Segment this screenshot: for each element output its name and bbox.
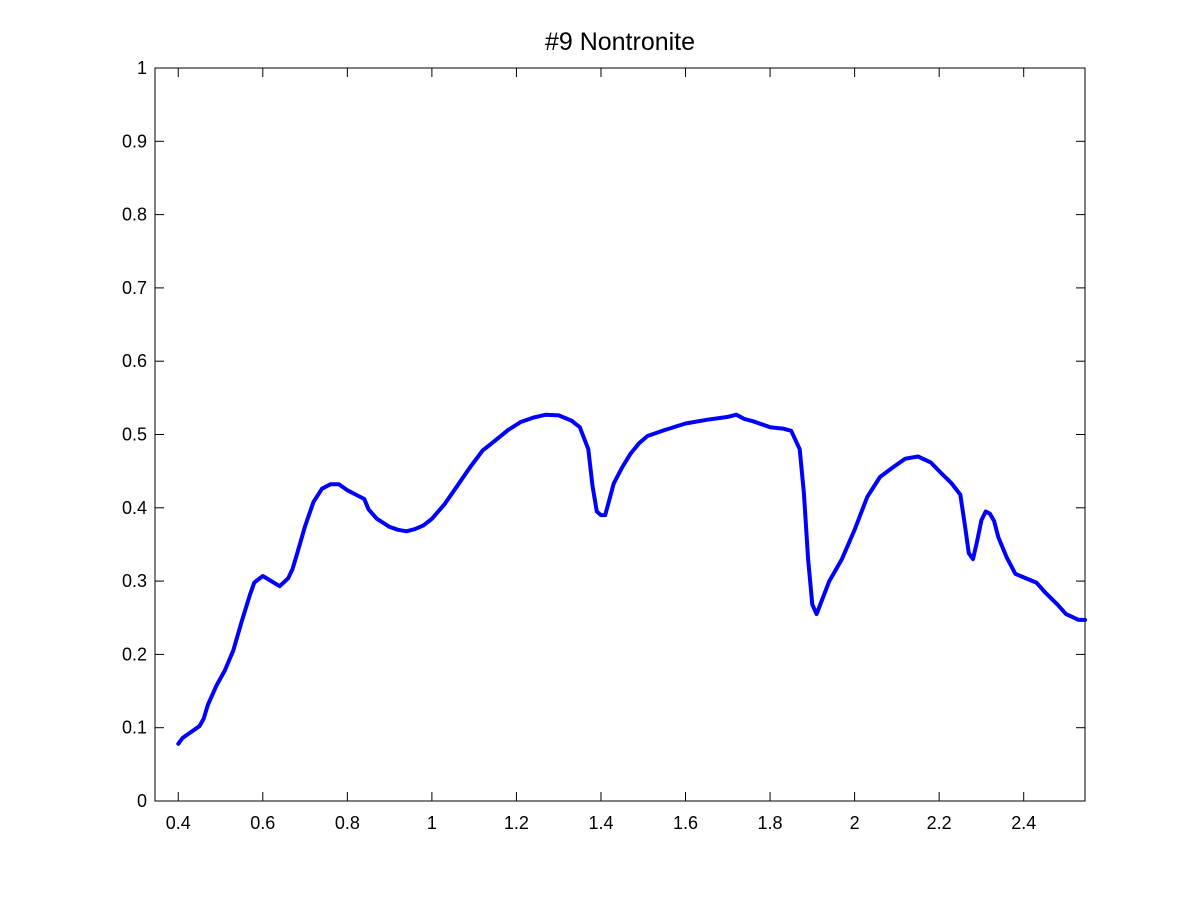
x-tick-label: 1.2	[504, 813, 529, 833]
x-tick-label: 0.8	[335, 813, 360, 833]
x-tick-label: 1.8	[758, 813, 783, 833]
y-tick-label: 0.6	[122, 351, 147, 371]
x-tick-label: 0.6	[250, 813, 275, 833]
chart-title: #9 Nontronite	[545, 28, 695, 56]
x-tick-label: 1.4	[588, 813, 613, 833]
y-tick-label: 0	[137, 791, 147, 811]
x-tick-label: 1.6	[673, 813, 698, 833]
y-tick-label: 1	[137, 58, 147, 78]
series-layer	[176, 412, 1087, 746]
y-tick-label: 0.4	[122, 498, 147, 518]
x-tick-label: 1	[427, 813, 437, 833]
y-tick-label: 0.5	[122, 425, 147, 445]
y-tick-label: 0.2	[122, 644, 147, 664]
y-tick-label: 0.8	[122, 205, 147, 225]
y-tick-label: 0.9	[122, 131, 147, 151]
y-tick-label: 0.3	[122, 571, 147, 591]
x-tick-label: 0.4	[166, 813, 191, 833]
x-tick-label: 2.4	[1011, 813, 1036, 833]
series-line	[176, 412, 1087, 746]
x-tick-label: 2.2	[927, 813, 952, 833]
y-tick-label: 0.7	[122, 278, 147, 298]
x-tick-label: 2	[850, 813, 860, 833]
x-axis: 0.4 0.6 0.8 1 1.2 1.4 1.6 1.8 2 2.2 2.4	[166, 68, 1036, 833]
y-axis: 0 0.1 0.2 0.3 0.4 0.5 0.6 0.7 0.8 0.9 1	[122, 58, 1085, 811]
plot-area	[154, 67, 1086, 802]
y-tick-label: 0.1	[122, 718, 147, 738]
